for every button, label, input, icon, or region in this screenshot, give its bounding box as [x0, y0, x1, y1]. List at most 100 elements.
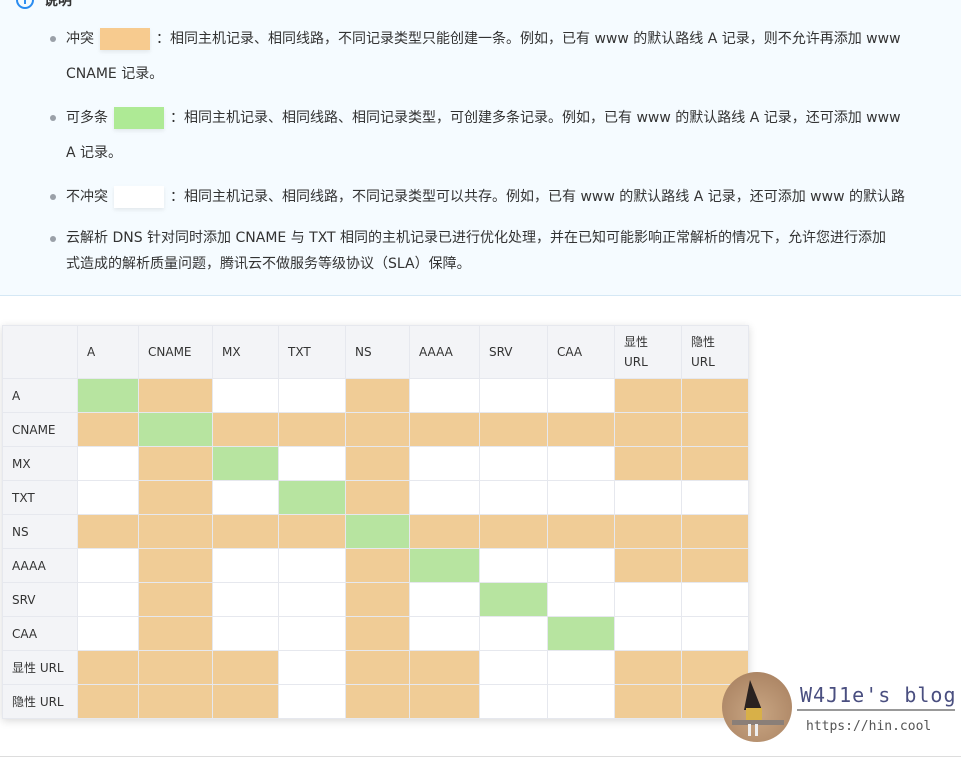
matrix-cell-multiple [547, 616, 615, 651]
corner-cell [2, 325, 78, 379]
list-item: 云解析 DNS 针对同时添加 CNAME 与 TXT 相同的主机记录已进行优化处… [50, 228, 887, 248]
matrix-cell-conflict [212, 514, 279, 549]
matrix-cell-conflict [345, 582, 410, 617]
column-header: NS [345, 325, 410, 379]
matrix-cell-no-conflict [278, 582, 346, 617]
matrix-cell-no-conflict [479, 684, 548, 719]
matrix-cell-no-conflict [278, 616, 346, 651]
matrix-cell-conflict [345, 412, 410, 447]
matrix-cell-conflict [345, 446, 410, 481]
header-row: A CNAME MX TXT NS AAAA SRV CAA 显性 URL 隐性 URL [2, 325, 749, 379]
item-label: 冲突 [66, 31, 94, 47]
matrix-cell-conflict [479, 412, 548, 447]
matrix-cell-conflict [681, 446, 749, 481]
list-item: 不冲突 ：相同主机记录、相同线路，不同记录类型可以共存。例如，已有 www 的默认… [50, 186, 905, 208]
matrix-cell-conflict [409, 412, 480, 447]
matrix-cell-no-conflict [212, 616, 279, 651]
row-header: SRV [2, 582, 78, 617]
bullet-icon [50, 236, 56, 242]
no-conflict-swatch [114, 186, 164, 208]
list-item-continued: 式造成的解析质量问题，腾讯云不做服务等级协议（SLA）保障。 [66, 256, 471, 272]
matrix-cell-conflict [138, 650, 213, 685]
matrix-cell-multiple [409, 548, 480, 583]
row-header: AAAA [2, 548, 78, 583]
matrix-cell-conflict [77, 514, 139, 549]
matrix-cell-conflict [614, 650, 682, 685]
matrix-cell-no-conflict [409, 616, 480, 651]
matrix-cell-conflict [614, 548, 682, 583]
matrix-cell-no-conflict [278, 378, 346, 413]
item-text: ：相同主机记录、相同线路、相同记录类型，可创建多条记录。例如，已有 www 的默… [170, 110, 901, 126]
divider [0, 756, 961, 757]
matrix-cell-conflict [138, 684, 213, 719]
matrix-cell-no-conflict [614, 616, 682, 651]
row-header: 隐性 URL [2, 684, 78, 719]
matrix-cell-no-conflict [409, 582, 480, 617]
list-item: 冲突 ：相同主机记录、相同线路，不同记录类型只能创建一条。例如，已有 www 的默… [50, 28, 901, 50]
matrix-cell-no-conflict [212, 378, 279, 413]
row-header: CNAME [2, 412, 78, 447]
matrix-cell-no-conflict [77, 582, 139, 617]
column-header: 显性 URL [614, 325, 682, 379]
matrix-cell-conflict [479, 514, 548, 549]
matrix-cell-no-conflict [409, 480, 480, 515]
matrix-cell-multiple [77, 378, 139, 413]
column-header: A [77, 325, 139, 379]
matrix-cell-conflict [614, 684, 682, 719]
table-row: AAAA [2, 548, 749, 583]
matrix-cell-no-conflict [547, 684, 615, 719]
bullet-icon [50, 36, 56, 42]
matrix-cell-no-conflict [278, 548, 346, 583]
matrix-cell-conflict [77, 684, 139, 719]
matrix-cell-no-conflict [547, 548, 615, 583]
matrix-cell-conflict [345, 378, 410, 413]
matrix-cell-conflict [345, 480, 410, 515]
divider [797, 709, 955, 711]
table-row: TXT [2, 480, 749, 515]
column-header: AAAA [409, 325, 480, 379]
row-header: CAA [2, 616, 78, 651]
matrix-cell-conflict [681, 650, 749, 685]
table-row: SRV [2, 582, 749, 617]
blog-url: https://hin.cool [806, 719, 932, 734]
matrix-cell-conflict [614, 412, 682, 447]
column-header: SRV [479, 325, 548, 379]
matrix-cell-conflict [212, 684, 279, 719]
list-item: 可多条 ：相同主机记录、相同线路、相同记录类型，可创建多条记录。例如，已有 www… [50, 107, 901, 129]
matrix-cell-conflict [345, 616, 410, 651]
matrix-cell-no-conflict [547, 650, 615, 685]
row-header: TXT [2, 480, 78, 515]
matrix-cell-conflict [138, 446, 213, 481]
row-header: NS [2, 514, 78, 549]
blog-avatar [722, 672, 792, 742]
matrix-cell-conflict [212, 650, 279, 685]
list-item-continued: CNAME 记录。 [66, 66, 164, 82]
matrix-cell-no-conflict [614, 582, 682, 617]
matrix-cell-no-conflict [409, 446, 480, 481]
table-row: NS [2, 514, 749, 549]
item-text: 云解析 DNS 针对同时添加 CNAME 与 TXT 相同的主机记录已进行优化处… [66, 230, 887, 246]
matrix-cell-conflict [547, 514, 615, 549]
matrix-cell-conflict [77, 412, 139, 447]
matrix-cell-multiple [479, 582, 548, 617]
blog-title: W4J1e's blog [800, 683, 957, 707]
matrix-cell-conflict [138, 480, 213, 515]
column-header: 隐性 URL [681, 325, 749, 379]
matrix-cell-conflict [409, 650, 480, 685]
matrix-cell-no-conflict [212, 582, 279, 617]
matrix-cell-no-conflict [547, 378, 615, 413]
item-label: 可多条 [66, 110, 108, 126]
note-panel: i 说明 冲突 ：相同主机记录、相同线路，不同记录类型只能创建一条。例如，已有 ww… [0, 0, 961, 296]
note-title: i 说明 [16, 0, 72, 10]
matrix-cell-conflict [138, 514, 213, 549]
table-row: A [2, 378, 749, 413]
table-row: MX [2, 446, 749, 481]
multiple-swatch [114, 107, 164, 129]
matrix-cell-conflict [77, 650, 139, 685]
matrix-cell-conflict [138, 616, 213, 651]
column-header: MX [212, 325, 279, 379]
matrix-cell-no-conflict [479, 480, 548, 515]
matrix-cell-conflict [345, 548, 410, 583]
note-title-text: 说明 [44, 0, 72, 9]
matrix-cell-no-conflict [547, 446, 615, 481]
